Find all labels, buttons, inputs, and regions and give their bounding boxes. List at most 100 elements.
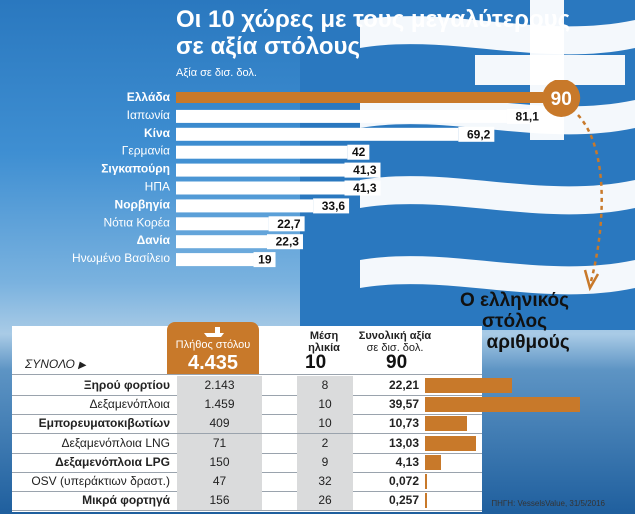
value-label: 19	[258, 253, 272, 267]
row-category: OSV (υπεράκτιων δραστ.)	[31, 474, 170, 488]
row-age: 2	[297, 433, 353, 453]
col-age-header: Μέση ηλικία	[296, 330, 352, 354]
row-count: 2.143	[177, 376, 262, 395]
bar	[176, 253, 254, 267]
triangle-right-icon: ▶	[78, 360, 86, 371]
value-label: 41,3	[353, 163, 377, 177]
table-row: Ξηρού φορτίου 2.143 8 22,21	[12, 376, 512, 395]
title-line-2: σε αξία στόλους	[176, 33, 360, 60]
table-row: OSV (υπεράκτιων δραστ.) 47 32 0,072	[12, 472, 482, 491]
row-category: Ξηρού φορτίου	[83, 378, 170, 392]
value-label-bg	[266, 234, 303, 250]
table-row: Δεξαμενόπλοια 1.459 10 39,57	[12, 395, 580, 415]
row-value: 0,072	[388, 474, 419, 488]
category-label: Ελλάδα	[127, 90, 171, 104]
row-category: Δεξαμενόπλοια LPG	[55, 454, 170, 469]
bar	[176, 217, 269, 231]
row-category: Μικρά φορτηγά	[82, 493, 170, 508]
row-value-bar	[425, 474, 427, 489]
row-value: 4,13	[395, 454, 419, 469]
value-label: 33,6	[322, 199, 346, 213]
col-age-header-line-2: ηλικία	[308, 342, 340, 354]
row-age: 26	[297, 491, 353, 511]
table-top-divider	[12, 374, 482, 375]
row-age: 9	[297, 452, 353, 472]
row-age: 8	[297, 376, 353, 395]
category-label: Ιαπωνία	[127, 108, 170, 122]
category-label: Γερμανία	[122, 144, 170, 158]
country-bar-chart: Ελλάδα 90 Ιαπωνία 81,1 Κίνα 69,2 Γερμανία 42 Σιγ…	[72, 80, 581, 268]
category-label: Κίνα	[144, 126, 171, 140]
value-label-bg	[313, 198, 350, 214]
chart-title: Οι 10 χώρες με τους μεγαλύτερους σε αξία…	[176, 6, 626, 60]
callout-line-1: Ο ελληνικός	[459, 290, 570, 311]
category-label: Σιγκαπούρη	[101, 162, 170, 176]
row-age: 10	[297, 395, 353, 415]
callout-line-2: στόλος	[482, 311, 547, 332]
total-label: ΣΥΝΟΛΟ ▶	[25, 357, 86, 371]
row-category: Δεξαμενόπλοια	[89, 397, 171, 412]
bar	[176, 181, 345, 195]
row-value: 13,03	[388, 435, 419, 450]
bar	[176, 109, 507, 123]
value-label-bg	[506, 108, 543, 124]
col-value-header: Συνολική αξία σε δισ. δολ.	[355, 330, 435, 354]
table-row: Μικρά φορτηγά 156 26 0,257	[12, 491, 482, 511]
bar	[176, 145, 348, 159]
row-age: 10	[297, 414, 353, 434]
row-value: 39,57	[388, 397, 419, 412]
fleet-count-header: Πλήθος στόλου 4.435	[167, 322, 259, 374]
category-label: Νορβηγία	[115, 197, 171, 211]
chart-subtitle: Αξία σε δισ. δολ.	[176, 67, 257, 79]
greek-fleet-callout: Ο ελληνικός στόλος σε αριθμούς	[432, 290, 597, 353]
category-label: Ηνωμένο Βασίλειο	[72, 251, 170, 265]
value-label: 41,3	[353, 181, 377, 195]
total-age: 10	[305, 352, 327, 373]
row-value-bar	[425, 378, 512, 393]
col-value-header-line-1: Συνολική αξία	[358, 330, 432, 342]
row-value-bar	[425, 454, 442, 470]
value-label-bg	[268, 216, 305, 232]
total-count: 4.435	[187, 352, 239, 374]
category-label: Δανία	[137, 233, 171, 247]
callout-line-3: σε αριθμούς	[459, 332, 570, 353]
row-count: 71	[177, 433, 262, 453]
row-category: Δεξαμενόπλοια LNG	[61, 435, 170, 450]
bar	[176, 127, 459, 141]
value-label: 22,7	[277, 217, 301, 231]
value-label: 69,2	[467, 127, 491, 141]
total-label-text: ΣΥΝΟΛΟ	[25, 357, 75, 371]
col-age-header-line-1: Μέση	[309, 330, 339, 342]
row-value-bar	[425, 493, 427, 509]
bar	[176, 235, 267, 249]
row-value: 0,257	[388, 493, 419, 508]
row-value-bar	[425, 397, 580, 413]
value-label: 22,3	[276, 235, 300, 249]
value-label-bg	[347, 144, 370, 160]
row-value: 22,21	[388, 378, 419, 392]
table-row: Εμπορευματοκιβωτίων 409 10 10,73	[12, 414, 482, 434]
ship-icon	[204, 327, 224, 337]
col-value-header-line-2: σε δισ. δολ.	[366, 342, 424, 354]
bar	[176, 92, 544, 103]
value-label: 90	[551, 89, 572, 110]
table-row: Δεξαμενόπλοια LNG 71 2 13,03	[12, 433, 482, 453]
col-count-header: Πλήθος στόλου	[175, 339, 251, 351]
total-value: 90	[386, 352, 408, 373]
value-label-bg	[344, 162, 381, 178]
value-label-bg	[458, 126, 495, 142]
row-count: 409	[177, 414, 262, 434]
row-value: 10,73	[388, 416, 419, 431]
bar	[176, 163, 345, 177]
row-count: 150	[177, 452, 262, 472]
row-value-bar	[425, 416, 468, 432]
row-count: 47	[177, 472, 262, 491]
row-count: 1.459	[177, 395, 262, 415]
table-row: Δεξαμενόπλοια LPG 150 9 4,13	[12, 452, 482, 472]
row-value-bar	[425, 435, 477, 451]
value-label-bg	[344, 180, 381, 196]
category-label: ΗΠΑ	[145, 180, 170, 194]
title-line-1: Οι 10 χώρες με τους μεγαλύτερους	[176, 6, 571, 33]
bar	[176, 199, 314, 213]
